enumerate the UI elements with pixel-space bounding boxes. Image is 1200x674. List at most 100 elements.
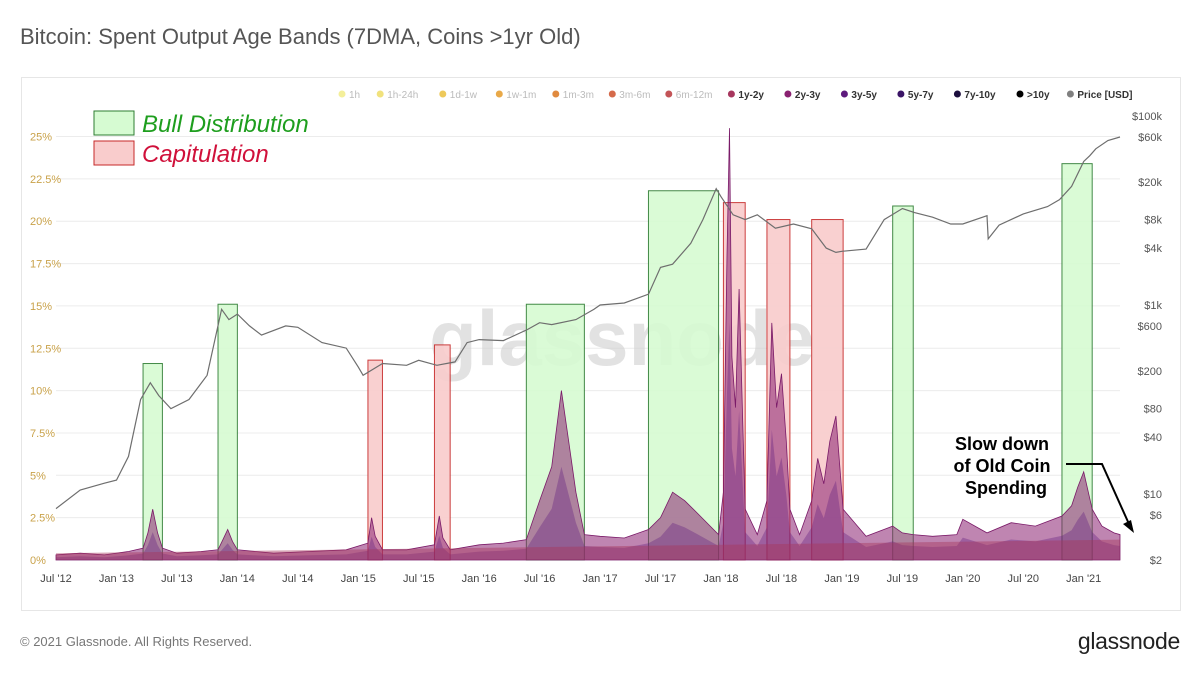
cap-key-swatch — [93, 140, 135, 166]
y-right-tick-label: $4k — [1144, 243, 1162, 255]
legend-swatch — [784, 90, 792, 98]
y-tick-label: 2.5% — [30, 513, 55, 525]
x-tick-label: Jul '20 — [1008, 573, 1039, 585]
y-right-tick-label: $100k — [1132, 111, 1162, 123]
cap-key: Capitulation — [93, 140, 269, 168]
note-arrow-line — [1066, 463, 1130, 525]
y-right-tick-label: $40 — [1144, 432, 1162, 444]
x-tick-label: Jul '14 — [282, 573, 313, 585]
cap-key-label: Capitulation — [142, 141, 269, 168]
legend-label: 1d-1w — [450, 90, 478, 101]
y-tick-label: 25% — [30, 132, 52, 144]
legend-label: 5y-7y — [908, 90, 934, 101]
x-tick-label: Jul '15 — [403, 573, 434, 585]
x-axis-labels: Jul '12 Jan '13 Jul '13 Jan '14 Jul '14 Jan '… — [40, 573, 1101, 585]
price-line — [55, 136, 1121, 510]
y-right-tick-label: $80 — [1144, 404, 1162, 416]
footer-logo: glassnode — [1077, 628, 1180, 654]
y-axis-left-labels: 0% 2.5% 5% 7.5% 10% 12.5% 15% 17.5% 20% 22.5% 25% — [30, 132, 61, 567]
y-right-tick-label: $60k — [1138, 132, 1162, 144]
legend-swatch — [953, 90, 961, 98]
legend-item[interactable]: 1y-2y — [727, 90, 765, 101]
bull-key-swatch — [93, 110, 135, 136]
legend-item[interactable]: Price [USD] — [1066, 90, 1133, 101]
x-tick-label: Jan '19 — [824, 573, 859, 585]
note-line-1: Slow down — [955, 434, 1049, 454]
spend-baseline-band — [56, 539, 1120, 560]
legend-item[interactable]: 3y-5y — [840, 90, 878, 101]
bull-key: Bull Distribution — [93, 110, 309, 138]
legend-item[interactable]: 2y-3y — [784, 90, 821, 101]
legend-swatch — [897, 90, 905, 98]
x-tick-label: Jul '19 — [887, 573, 918, 585]
x-tick-label: Jan '13 — [99, 573, 134, 585]
watermark: glassnode — [429, 294, 815, 382]
y-right-tick-label: $2 — [1150, 555, 1162, 567]
x-tick-label: Jan '18 — [703, 573, 738, 585]
y-axis-right-labels: $2 $6 $10 $40 $80 $200 $600 $1k $4k $8k $20k $60k $1… — [1132, 111, 1162, 567]
x-tick-label: Jul '13 — [161, 573, 192, 585]
x-tick-label: Jan '15 — [341, 573, 376, 585]
price-line-group — [55, 136, 1121, 510]
legend: 1h 1h-24h 1d-1w 1w-1m 1m-3m 3m-6m 6m-12m 1y-2y 2… — [338, 90, 1133, 101]
legend-swatch — [495, 90, 503, 98]
legend-item[interactable]: 1h-24h — [376, 90, 419, 101]
legend-label: 1m-3m — [563, 90, 594, 101]
note-line-3: Spending — [965, 478, 1047, 498]
bull-zone — [892, 205, 914, 561]
legend-label: 1y-2y — [738, 90, 764, 101]
legend-item[interactable]: 7y-10y — [953, 90, 996, 101]
bull-zone — [217, 303, 238, 561]
legend-label: 2y-3y — [795, 90, 821, 101]
legend-item[interactable]: 5y-7y — [897, 90, 934, 101]
legend-item[interactable]: >10y — [1016, 90, 1050, 101]
chart-svg: glassnode 0% 2.5% 5% 7.5% 10% 12.5% 15% 17.5% 20… — [30, 90, 1162, 585]
y-right-tick-label: $20k — [1138, 177, 1162, 189]
chart-panel: glassnode 0% 2.5% 5% 7.5% 10% 12.5% 15% 17.5% 20… — [21, 77, 1181, 611]
legend-item[interactable]: 6m-12m — [665, 90, 712, 101]
y-tick-label: 10% — [30, 386, 52, 398]
spend-area — [55, 128, 1121, 561]
y-tick-label: 12.5% — [30, 343, 61, 355]
legend-label: 1w-1m — [506, 90, 536, 101]
slowdown-annotation: Slow down of Old Coin Spending — [954, 434, 1134, 533]
x-tick-label: Jan '21 — [1066, 573, 1101, 585]
legend-swatch — [338, 90, 346, 98]
y-tick-label: 20% — [30, 216, 52, 228]
legend-swatch — [552, 90, 560, 98]
x-tick-label: Jul '12 — [40, 573, 71, 585]
spend-area-group — [55, 128, 1121, 561]
legend-label: 7y-10y — [964, 90, 996, 101]
x-tick-label: Jan '17 — [583, 573, 618, 585]
legend-item[interactable]: 3m-6m — [608, 90, 651, 101]
x-tick-label: Jul '18 — [766, 573, 797, 585]
y-right-tick-label: $10 — [1144, 489, 1162, 501]
y-tick-label: 17.5% — [30, 259, 61, 271]
legend-label: 1h — [349, 90, 360, 101]
legend-swatch — [727, 90, 735, 98]
y-tick-label: 0% — [30, 555, 46, 567]
legend-swatch — [1016, 90, 1024, 98]
y-right-tick-label: $8k — [1144, 215, 1162, 227]
legend-item[interactable]: 1w-1m — [495, 90, 537, 101]
y-right-tick-label: $6 — [1150, 510, 1162, 522]
legend-item[interactable]: 1h — [338, 90, 361, 101]
y-right-tick-label: $600 — [1138, 321, 1162, 333]
x-tick-label: Jul '16 — [524, 573, 555, 585]
chart-title: Bitcoin: Spent Output Age Bands (7DMA, C… — [20, 24, 581, 49]
y-tick-label: 5% — [30, 470, 46, 482]
legend-label: 1h-24h — [387, 90, 418, 101]
y-tick-label: 22.5% — [30, 174, 61, 186]
legend-item[interactable]: 1d-1w — [439, 90, 478, 101]
note-line-2: of Old Coin — [954, 456, 1051, 476]
y-tick-label: 7.5% — [30, 428, 55, 440]
legend-swatch — [1066, 90, 1074, 98]
legend-label: 3m-6m — [619, 90, 650, 101]
x-tick-label: Jan '14 — [220, 573, 255, 585]
bull-key-label: Bull Distribution — [142, 111, 309, 138]
y-tick-label: 15% — [30, 301, 52, 313]
legend-swatch — [376, 90, 384, 98]
legend-swatch — [439, 90, 447, 98]
legend-item[interactable]: 1m-3m — [552, 90, 594, 101]
legend-label: Price [USD] — [1077, 90, 1132, 101]
